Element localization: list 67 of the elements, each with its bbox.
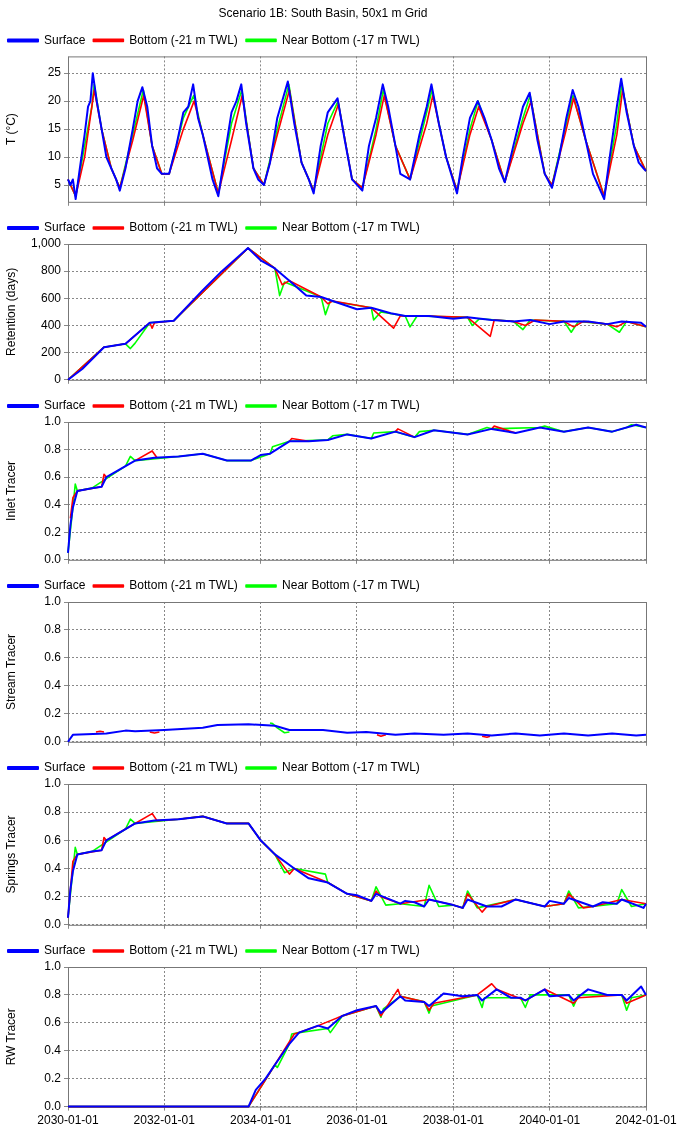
y-tick-label: 20 [47,93,62,108]
y-tick-label: 15 [47,121,62,136]
x-tick-label: 2040-01-01 [518,1113,581,1128]
y-tick-label: 0.0 [44,734,62,749]
legend-label: Bottom (-21 m TWL) [129,760,238,775]
y-tick-label: 200 [40,344,62,359]
x-tick-label: 2034-01-01 [229,1113,292,1128]
y-tick-label: 0.8 [44,987,62,1002]
legend-label: Bottom (-21 m TWL) [129,578,238,593]
y-tick-label: 1.0 [44,776,62,791]
x-tick-label: 2030-01-01 [37,1113,100,1128]
y-tick-label: 1,000 [30,236,62,251]
legend-label: Surface [44,578,86,593]
legend-label: Surface [44,220,86,235]
y-tick-label: 5 [54,177,62,192]
y-axis-title: RW Tracer [3,1008,18,1066]
legend-label: Bottom (-21 m TWL) [129,32,238,47]
y-axis-title: Retention (days) [3,267,18,356]
y-tick-label: 0.4 [44,496,62,511]
y-tick-label: 1.0 [44,594,62,609]
x-tick-label: 2042-01-01 [615,1113,678,1128]
y-tick-label: 0.2 [44,524,62,539]
chart-title: Scenario 1B: South Basin, 50x1 m Grid [218,5,428,20]
y-axis-title: Stream Tracer [3,633,18,710]
y-tick-label: 0.6 [44,650,62,665]
y-tick-label: 0.2 [44,1070,62,1085]
y-tick-label: 0.8 [44,441,62,456]
y-tick-label: 0.6 [44,469,62,484]
y-tick-label: 800 [40,263,62,278]
legend-label: Surface [44,943,86,958]
y-tick-label: 0.2 [44,888,62,903]
y-tick-label: 25 [47,65,62,80]
y-tick-label: 0.8 [44,804,62,819]
x-tick-label: 2032-01-01 [133,1113,196,1128]
y-tick-label: 0.0 [44,1098,62,1113]
y-tick-label: 0.4 [44,860,62,875]
legend-label: Surface [44,760,86,775]
y-tick-label: 0.8 [44,622,62,637]
y-tick-label: 10 [47,149,62,164]
legend-label: Near Bottom (-17 m TWL) [282,578,420,593]
y-axis-title: T (°C) [3,113,18,146]
x-tick-label: 2036-01-01 [326,1113,388,1128]
legend-label: Surface [44,32,86,47]
legend-label: Bottom (-21 m TWL) [129,220,238,235]
y-tick-label: 1.0 [44,959,62,974]
legend-label: Near Bottom (-17 m TWL) [282,398,420,413]
legend-label: Near Bottom (-17 m TWL) [282,943,420,958]
y-tick-label: 0.4 [44,678,62,693]
y-tick-label: 1.0 [44,414,62,429]
y-tick-label: 0.0 [44,917,62,932]
legend-label: Near Bottom (-17 m TWL) [282,760,420,775]
y-axis-title: Springs Tracer [3,815,18,894]
y-tick-label: 400 [40,317,62,332]
y-tick-label: 0.6 [44,832,62,847]
legend-label: Surface [44,398,86,413]
y-tick-label: 600 [40,290,62,305]
legend-label: Bottom (-21 m TWL) [129,398,238,413]
y-tick-label: 0.6 [44,1015,62,1030]
y-tick-label: 0.2 [44,706,62,721]
legend-label: Near Bottom (-17 m TWL) [282,32,420,47]
legend-label: Near Bottom (-17 m TWL) [282,220,420,235]
y-tick-label: 0.4 [44,1043,62,1058]
x-tick-label: 2038-01-01 [422,1113,485,1128]
legend-label: Bottom (-21 m TWL) [129,943,238,958]
y-tick-label: 0.0 [44,552,62,567]
y-axis-title: Inlet Tracer [3,460,18,521]
y-tick-label: 0 [54,372,62,387]
